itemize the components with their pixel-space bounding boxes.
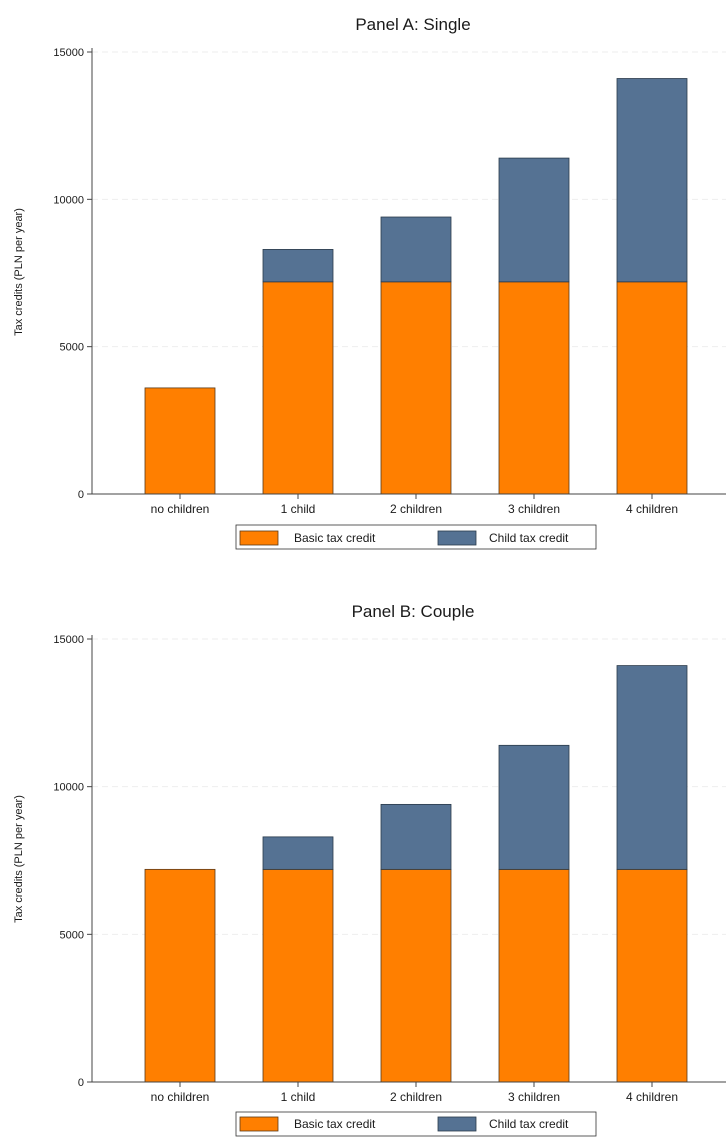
legend-box: [235, 524, 597, 550]
bar-child-2: [380, 803, 452, 870]
bar-child-3: [498, 744, 570, 870]
bar-basic-0: [144, 387, 216, 495]
legend-label-basic: Basic tax credit: [294, 1117, 376, 1131]
panel-b-chart: Panel B: Couple Tax credits (PLN per yea…: [13, 602, 726, 1137]
bar-basic-2: [380, 281, 452, 495]
legend-swatch-basic: [239, 1116, 279, 1132]
legend-label-child: Child tax credit: [489, 1117, 569, 1131]
bar-child-3: [498, 157, 570, 283]
gridlines: [92, 51, 726, 348]
legend-label-child: Child tax credit: [489, 531, 569, 545]
bar-basic-0: [144, 868, 216, 1083]
x-tick-label: 3 children: [508, 502, 560, 516]
legend-swatch-child: [437, 1116, 477, 1132]
y-tick-label: 5000: [60, 929, 84, 941]
x-ticks: no children 1 child 2 children 3 children 4 …: [151, 1082, 678, 1104]
bar-basic-3: [498, 281, 570, 495]
x-tick-label: 2 children: [390, 1090, 442, 1104]
bar-child-1: [262, 836, 334, 870]
legend-swatch-child: [437, 530, 477, 546]
bar-basic-1: [262, 868, 334, 1083]
y-tick-label: 0: [78, 489, 84, 501]
bar-basic-3: [498, 868, 570, 1083]
axes: [91, 635, 726, 1083]
bars: [144, 665, 688, 1083]
y-ticks: 0 5000 10000 15000: [53, 634, 92, 1089]
x-tick-label: 4 children: [626, 1090, 678, 1104]
y-axis-label: Tax credits (PLN per year): [13, 795, 25, 923]
bar-basic-4: [616, 868, 688, 1083]
legend-label-basic: Basic tax credit: [294, 531, 376, 545]
y-tick-label: 15000: [53, 634, 84, 646]
chart-title: Panel A: Single: [355, 15, 470, 34]
x-tick-label: no children: [151, 502, 210, 516]
y-tick-label: 10000: [53, 782, 84, 794]
bar-child-1: [262, 249, 334, 283]
x-tick-label: no children: [151, 1090, 210, 1104]
x-ticks: no children 1 child 2 children 3 children 4 …: [151, 494, 678, 516]
y-tick-label: 0: [78, 1077, 84, 1089]
axes: [91, 48, 726, 495]
x-tick-label: 3 children: [508, 1090, 560, 1104]
chart-title: Panel B: Couple: [352, 602, 475, 621]
bar-basic-2: [380, 868, 452, 1083]
y-ticks: 0 5000 10000 15000: [53, 47, 92, 501]
y-tick-label: 5000: [60, 342, 84, 354]
legend: Basic tax credit Child tax credit: [235, 524, 597, 550]
legend: Basic tax credit Child tax credit: [235, 1111, 597, 1137]
y-tick-label: 10000: [53, 194, 84, 206]
x-tick-label: 4 children: [626, 502, 678, 516]
x-tick-label: 1 child: [281, 1090, 316, 1104]
bar-basic-4: [616, 281, 688, 495]
bar-child-4: [616, 665, 688, 870]
bar-child-4: [616, 78, 688, 283]
y-tick-label: 15000: [53, 47, 84, 59]
panel-a-chart: Panel A: Single Tax credits (PLN per yea…: [13, 15, 726, 550]
bar-child-2: [380, 216, 452, 283]
legend-swatch-basic: [239, 530, 279, 546]
legend-box: [235, 1111, 597, 1137]
x-tick-label: 2 children: [390, 502, 442, 516]
bar-basic-1: [262, 281, 334, 495]
x-tick-label: 1 child: [281, 502, 316, 516]
bars: [144, 78, 688, 495]
y-axis-label: Tax credits (PLN per year): [13, 208, 25, 336]
